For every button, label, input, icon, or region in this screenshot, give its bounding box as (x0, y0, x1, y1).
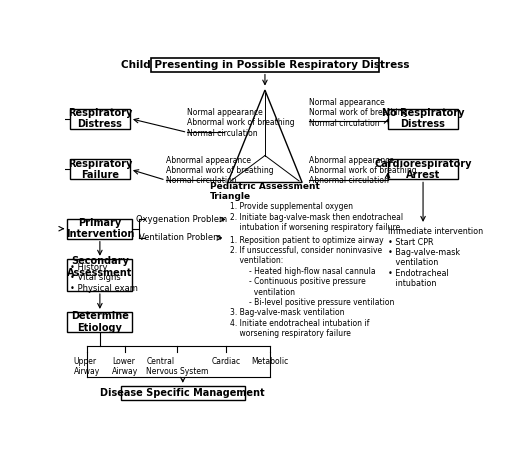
Text: Central
Nervous System: Central Nervous System (146, 357, 209, 376)
Text: Disease Specific Management: Disease Specific Management (100, 388, 265, 398)
Text: No Respiratory
Distress: No Respiratory Distress (382, 108, 464, 129)
Text: Primary
Intervention: Primary Intervention (66, 218, 134, 239)
Text: Upper
Airway: Upper Airway (73, 357, 100, 376)
Text: Immediate intervention
• Start CPR
• Bag-valve-mask
   ventilation
• Endotrachea: Immediate intervention • Start CPR • Bag… (388, 227, 483, 288)
FancyBboxPatch shape (121, 386, 245, 400)
Text: Pediatric Assessment
Triangle: Pediatric Assessment Triangle (210, 182, 320, 201)
Text: Secondary
Assessment: Secondary Assessment (67, 256, 133, 278)
FancyBboxPatch shape (388, 159, 458, 179)
Text: Oxygenation Problem: Oxygenation Problem (136, 215, 228, 224)
FancyBboxPatch shape (67, 219, 133, 239)
FancyBboxPatch shape (151, 58, 379, 72)
Text: Respiratory
Failure: Respiratory Failure (68, 158, 132, 180)
Text: Normal appearance
Abnormal work of breathing
Normal circulation: Normal appearance Abnormal work of breat… (187, 108, 295, 138)
Text: Lower
Airway: Lower Airway (112, 357, 138, 376)
Text: Child Presenting in Possible Respiratory Distress: Child Presenting in Possible Respiratory… (121, 60, 409, 70)
FancyBboxPatch shape (388, 109, 458, 128)
Text: Respiratory
Distress: Respiratory Distress (68, 108, 132, 129)
FancyBboxPatch shape (67, 312, 133, 332)
Text: Determine
Etiology: Determine Etiology (71, 311, 129, 333)
FancyBboxPatch shape (67, 259, 133, 291)
Text: Normal appearance
Normal work of breathing
Normal circulation: Normal appearance Normal work of breathi… (309, 98, 408, 128)
Text: Metabolic: Metabolic (252, 357, 289, 365)
Text: Cardiorespiratory
Arrest: Cardiorespiratory Arrest (374, 158, 472, 180)
Text: Abnormal appearance
Abnormal work of breathing
Normal circulation: Abnormal appearance Abnormal work of bre… (166, 156, 274, 185)
Text: Ventilation Problem: Ventilation Problem (139, 233, 222, 243)
Text: Cardiac: Cardiac (212, 357, 241, 365)
Text: Abnormal appearance
Abnormal work of breathing
Abnormal circulation: Abnormal appearance Abnormal work of bre… (309, 156, 417, 185)
Text: 1. Provide supplemental oxygen
2. Initiate bag-valve-mask then endotracheal
    : 1. Provide supplemental oxygen 2. Initia… (230, 202, 403, 232)
Text: 1. Reposition patient to optimize airway
2. If unsuccessful, consider noninvasiv: 1. Reposition patient to optimize airway… (230, 236, 395, 338)
Text: • History
• Vital signs
• Physical exam: • History • Vital signs • Physical exam (70, 263, 138, 293)
FancyBboxPatch shape (70, 109, 130, 128)
FancyBboxPatch shape (70, 159, 130, 179)
